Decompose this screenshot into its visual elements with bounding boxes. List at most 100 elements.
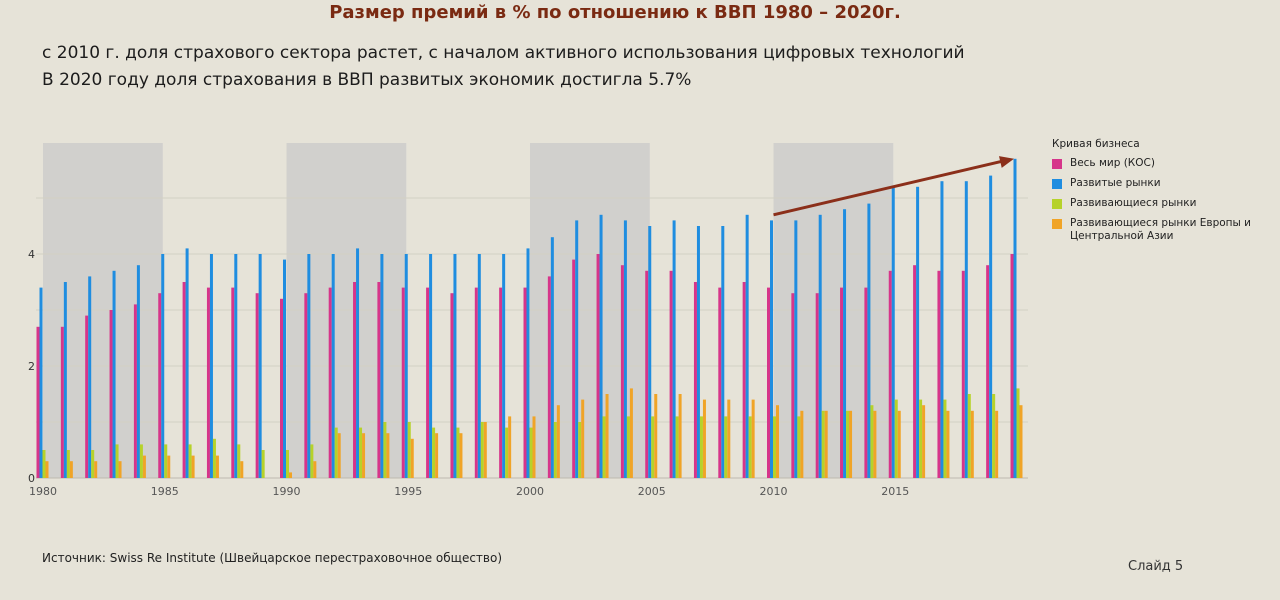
bar-emerging-2015 (894, 399, 898, 478)
bar-world-2019 (986, 265, 990, 478)
bar-emerging-1983 (115, 444, 119, 478)
bar-emerging_europe_asia-1996 (435, 433, 439, 478)
y-tick-4: 4 (28, 248, 35, 261)
bar-emerging-1987 (212, 438, 216, 478)
bar-emerging_europe_asia-2003 (605, 394, 609, 478)
bar-advanced-2006 (672, 220, 676, 478)
bar-emerging-1985 (164, 444, 168, 478)
bar-emerging-1996 (432, 427, 436, 478)
bar-world-2006 (669, 270, 673, 478)
bar-advanced-2015 (891, 186, 895, 479)
legend-label-advanced: Развитые рынки (1070, 177, 1161, 189)
bar-emerging-1984 (139, 444, 143, 478)
bar-advanced-2010 (770, 220, 773, 478)
bar-world-2011 (791, 293, 795, 478)
bar-advanced-1991 (307, 254, 311, 478)
bar-advanced-1990 (283, 259, 286, 478)
legend-swatch-advanced (1052, 179, 1062, 189)
bar-emerging_europe_asia-1990 (289, 472, 292, 478)
bar-emerging_europe_asia-2002 (581, 399, 585, 478)
bar-world-1999 (499, 287, 503, 478)
legend-item-emerging-europe-asia: Развивающиеся рынки Европы и Центральной… (1052, 217, 1277, 243)
bar-emerging_europe_asia-1992 (337, 433, 341, 478)
bar-world-1997 (450, 293, 454, 478)
bar-emerging-1993 (359, 427, 363, 478)
bar-advanced-2011 (794, 220, 798, 478)
bar-emerging-2001 (553, 422, 557, 478)
legend-swatch-emerging (1052, 199, 1062, 209)
bar-advanced-2003 (599, 214, 603, 479)
source-text: Swiss Re Institute (Швейцарское перестра… (109, 551, 503, 565)
bar-emerging_europe_asia-2013 (849, 410, 853, 478)
bar-world-2001 (547, 276, 551, 478)
x-tick-1995: 1995 (394, 485, 422, 498)
bar-emerging-2014 (870, 405, 874, 478)
bar-world-2003 (596, 254, 600, 478)
y-tick-2: 2 (28, 360, 35, 373)
bar-emerging-2017 (943, 399, 947, 478)
x-tick-2015: 2015 (881, 485, 909, 498)
bar-advanced-2001 (550, 237, 554, 478)
chart-legend: Кривая бизнеса Весь мир (КОС) Развитые р… (1052, 138, 1277, 250)
legend-swatch-emerging-europe-asia (1052, 219, 1062, 229)
slide-number: Слайд 5 (1128, 559, 1184, 574)
bar-world-1987 (206, 287, 210, 478)
bar-emerging-1982 (91, 450, 95, 478)
source-label: Источник: (42, 551, 106, 565)
bar-world-2002 (572, 259, 576, 478)
bar-advanced-2004 (623, 220, 627, 478)
bar-advanced-1998 (477, 254, 481, 478)
bar-emerging_europe_asia-2008 (727, 399, 731, 478)
bar-emerging_europe_asia-1998 (483, 422, 487, 478)
bar-emerging_europe_asia-1993 (362, 433, 366, 478)
bar-emerging-2002 (578, 422, 582, 478)
legend-item-world: Весь мир (КОС) (1052, 157, 1277, 170)
bar-emerging_europe_asia-2011 (800, 410, 804, 478)
bar-advanced-2014 (867, 203, 871, 478)
bar-emerging_europe_asia-2001 (556, 405, 560, 478)
bar-advanced-1999 (502, 254, 506, 478)
bar-advanced-2020 (1013, 158, 1017, 479)
bar-emerging_europe_asia-2020 (1019, 405, 1023, 478)
bar-world-2010 (767, 287, 770, 478)
bar-world-1988 (231, 287, 235, 478)
bar-advanced-2017 (940, 181, 944, 478)
bar-emerging_europe_asia-2015 (897, 410, 901, 478)
bar-emerging-2003 (602, 416, 606, 478)
bar-emerging-2011 (797, 416, 801, 478)
bar-emerging_europe_asia-2019 (995, 410, 999, 478)
bar-advanced-1994 (380, 254, 384, 478)
bar-advanced-2008 (721, 226, 725, 478)
bar-advanced-2005 (648, 226, 652, 478)
bar-advanced-1989 (258, 254, 262, 478)
bar-world-2005 (645, 270, 649, 478)
bar-emerging_europe_asia-2010 (776, 405, 779, 478)
x-tick-2000: 2000 (516, 485, 544, 498)
bar-world-2013 (840, 287, 844, 478)
bar-emerging-2000 (529, 427, 533, 478)
bar-emerging_europe_asia-1997 (459, 433, 463, 478)
bar-world-2007 (693, 282, 697, 478)
bar-advanced-2018 (964, 181, 968, 478)
bar-emerging_europe_asia-1991 (313, 461, 317, 478)
bar-advanced-1997 (453, 254, 457, 478)
bar-advanced-2000 (526, 248, 530, 478)
source-note: Источник: Swiss Re Institute (Швейцарско… (42, 551, 502, 565)
bar-world-1980 (36, 326, 40, 478)
bar-world-2014 (864, 287, 868, 478)
bar-advanced-1985 (161, 254, 165, 478)
subtitle-line-1: с 2010 г. доля страхового сектора растет… (42, 43, 965, 63)
x-tick-1985: 1985 (151, 485, 179, 498)
bar-world-2017 (937, 270, 941, 478)
bar-emerging_europe_asia-1984 (142, 455, 146, 478)
bar-world-1993 (353, 282, 357, 478)
bar-emerging-2004 (626, 416, 630, 478)
bar-emerging-1998 (480, 422, 484, 478)
bar-emerging_europe_asia-1985 (167, 455, 171, 478)
bar-emerging-2013 (846, 410, 850, 478)
bar-world-1996 (426, 287, 430, 478)
subtitle-line-2: В 2020 году доля страхования в ВВП разви… (42, 70, 692, 90)
x-tick-1990: 1990 (273, 485, 301, 498)
bar-emerging-1995 (407, 422, 411, 478)
